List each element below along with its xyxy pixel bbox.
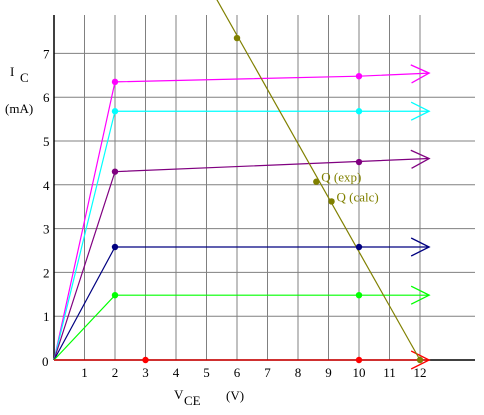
series-group: [53, 0, 431, 370]
data-point: [355, 243, 363, 251]
x-tick-label: 4: [173, 365, 180, 380]
y-tick-label: 4: [43, 178, 50, 193]
markers-group: [111, 34, 424, 364]
grid: [54, 15, 475, 360]
load-line-point: [233, 34, 241, 42]
data-point: [355, 291, 363, 299]
annotations-group: Q (exp) Q (calc): [313, 170, 379, 205]
x-axis-unit: (V): [226, 388, 244, 403]
y-axis-label: I: [10, 64, 14, 79]
x-axis-label: V: [174, 387, 184, 402]
data-point: [111, 78, 119, 86]
data-point: [355, 158, 363, 166]
x-tick-label: 5: [203, 365, 210, 380]
x-tick-label: 8: [295, 365, 302, 380]
q-point-marker: [328, 198, 335, 205]
data-point: [355, 356, 363, 364]
series-line: [53, 110, 430, 361]
data-point: [142, 356, 149, 364]
axes: [53, 15, 475, 361]
q-point-label: Q (exp): [321, 170, 361, 185]
data-point: [111, 291, 119, 299]
data-point: [355, 108, 363, 115]
data-point: [111, 243, 119, 251]
arrowhead: [410, 237, 431, 257]
y-axis-label-subscript: C: [20, 70, 29, 85]
series-line: [53, 72, 430, 361]
arrowhead: [410, 64, 431, 84]
series-line: [53, 246, 430, 361]
x-tick-label: 2: [112, 365, 119, 380]
arrowhead: [410, 101, 431, 121]
data-point: [111, 108, 119, 115]
load-line: [216, 0, 421, 361]
y-tick-label: 6: [43, 90, 50, 105]
x-tick-label: 12: [414, 365, 427, 380]
series-line: [53, 294, 430, 361]
x-tick-label: 0: [42, 354, 49, 369]
y-tick-label: 5: [43, 134, 50, 149]
y-tick-label: 1: [43, 309, 50, 324]
x-tick-label: 1: [81, 365, 88, 380]
x-axis-label-subscript: CE: [184, 393, 201, 408]
x-tick-label: 9: [325, 365, 332, 380]
y-tick-label: 2: [43, 265, 50, 280]
x-tick-label: 11: [383, 365, 396, 380]
arrowhead: [410, 149, 431, 169]
data-point: [355, 72, 363, 80]
x-tick-label: 6: [234, 365, 241, 380]
x-tick-label: 10: [353, 365, 366, 380]
y-tick-label: 7: [43, 46, 50, 61]
y-tick-label: 3: [43, 222, 50, 237]
q-point-label: Q (calc): [337, 189, 379, 204]
load-line-point: [416, 356, 424, 364]
x-tick-label: 7: [264, 365, 271, 380]
x-tick-label: 3: [142, 365, 149, 380]
arrowhead: [410, 285, 431, 305]
data-point: [111, 168, 119, 175]
y-axis-unit: (mA): [5, 101, 33, 116]
q-point-marker: [313, 178, 320, 185]
